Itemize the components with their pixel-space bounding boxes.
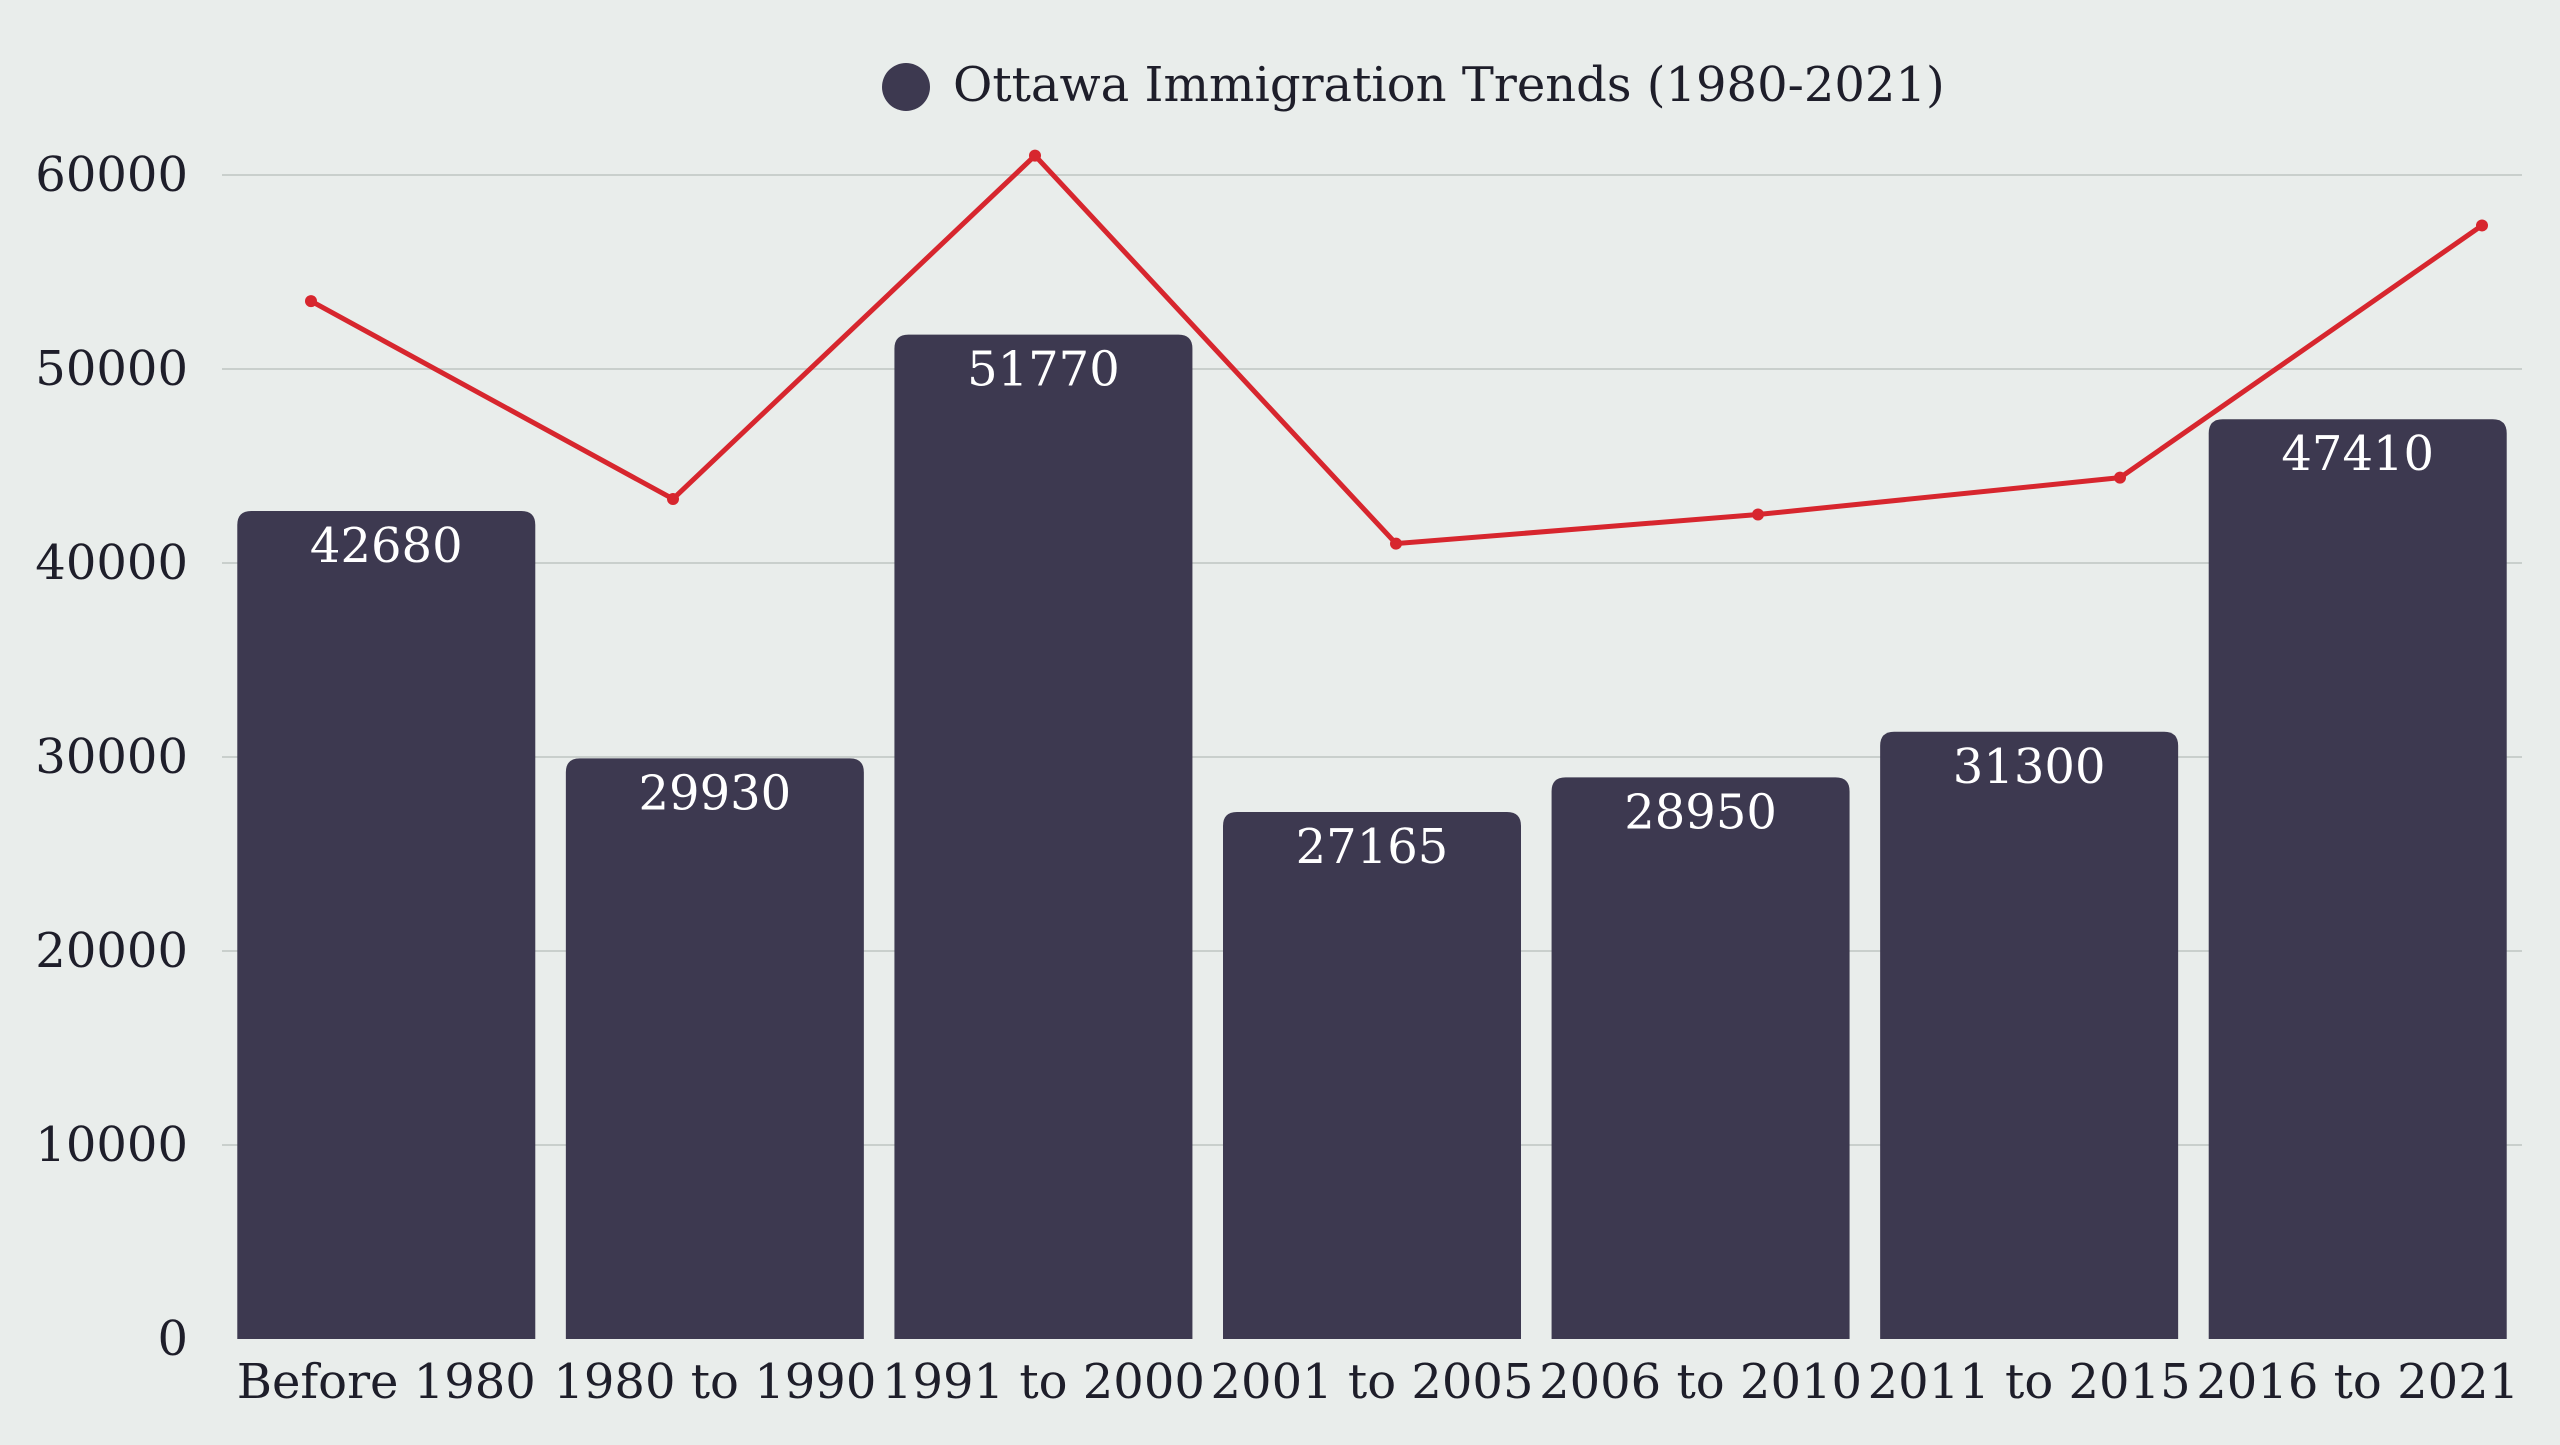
y-tick-label: 20000 [35,923,188,979]
bar [565,758,864,1339]
bar-data-label: 29930 [639,765,792,821]
bar-data-label: 31300 [1953,739,2106,795]
bar [1223,811,1521,1339]
y-tick-label: 60000 [35,147,188,203]
line-series-path [309,153,2484,547]
x-tick-label: 2016 to 2021 [2196,1354,2519,1410]
x-tick-label: 2011 to 2015 [1868,1354,2191,1410]
line-point [1029,149,1041,162]
y-axis-ticks: 0 10000 20000 30000 40000 50000 60000 [35,147,188,1367]
legend-marker [882,63,930,111]
bar [894,334,1193,1339]
y-tick-label: 30000 [35,729,188,785]
bar-data-label: 47410 [2281,426,2434,482]
bar-data-label: 28950 [1624,784,1777,840]
line-point [2114,471,2126,484]
line-point [305,295,317,308]
y-tick-label: 10000 [35,1117,188,1173]
bar-data-label: 27165 [1296,819,1449,875]
legend-label: Ottawa Immigration Trends (1980-2021) [953,57,1945,113]
bar [1880,731,2179,1339]
y-tick-label: 0 [157,1311,188,1367]
x-tick-label: 2001 to 2005 [1210,1354,1533,1410]
bar [237,511,536,1339]
x-axis-ticks: Before 1980 1980 to 1990 1991 to 2000 2001 … [237,1354,2519,1410]
line-series [305,149,2488,550]
bar [1551,777,1850,1339]
line-point [2476,219,2488,232]
bar-data-label: 42680 [310,518,463,574]
bar-data-labels: 42680 29930 51770 27165 28950 31300 47410 [310,342,2434,875]
line-point [1390,537,1402,550]
x-tick-label: 1991 to 2000 [882,1354,1205,1410]
x-tick-label: 2006 to 2010 [1539,1354,1862,1410]
y-tick-label: 50000 [35,341,188,397]
bars [237,334,2507,1340]
x-tick-label: 1980 to 1990 [553,1354,876,1410]
bar [2208,419,2507,1340]
legend: Ottawa Immigration Trends (1980-2021) [882,57,1945,113]
line-point [1752,508,1764,521]
line-point [667,492,679,505]
y-tick-label: 40000 [35,535,188,591]
bar-data-label: 51770 [967,342,1120,398]
x-tick-label: Before 1980 [237,1354,536,1410]
